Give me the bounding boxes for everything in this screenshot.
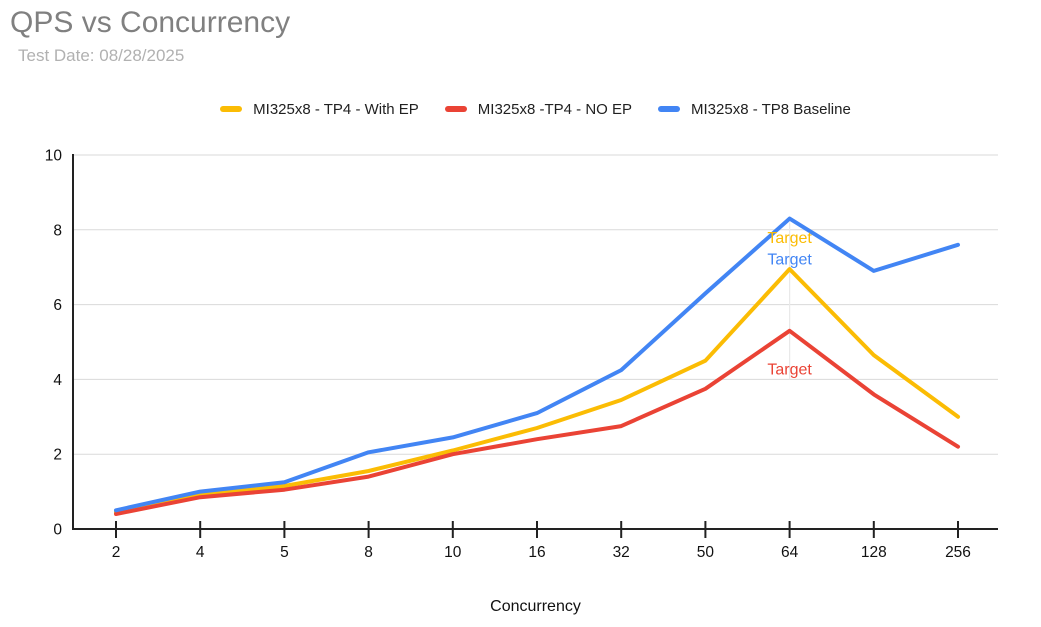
x-axis-title: Concurrency xyxy=(490,598,581,615)
x-tick-label-4: 4 xyxy=(196,544,205,561)
legend-swatch-icon xyxy=(220,106,243,112)
x-tick-label-2: 2 xyxy=(112,544,121,561)
x-tick-label-64: 64 xyxy=(781,544,799,561)
chart-legend: MI325x8 - TP4 - With EP MI325x8 -TP4 - NO… xyxy=(73,98,998,120)
annotation-target-2: Target xyxy=(767,361,812,378)
chart-subtitle: Test Date: 08/28/2025 xyxy=(18,46,185,65)
legend-item-mi325x8-tp8-baseline[interactable]: MI325x8 - TP8 Baseline xyxy=(658,101,851,118)
legend-label: MI325x8 -TP4 - NO EP xyxy=(477,100,632,118)
x-tick-label-256: 256 xyxy=(945,544,971,561)
x-tick-label-16: 16 xyxy=(528,544,545,561)
legend-label: MI325x8 - TP8 Baseline xyxy=(691,100,851,118)
x-tick-label-50: 50 xyxy=(697,544,715,561)
legend-item-mi325x8-tp4-with-ep[interactable]: MI325x8 - TP4 - With EP xyxy=(220,101,419,118)
x-tick-label-32: 32 xyxy=(613,544,630,561)
annotation-target-1: Target xyxy=(767,251,812,268)
y-tick-label-10: 10 xyxy=(45,148,63,165)
annotation-target-0: Target xyxy=(767,230,812,247)
series-line-mi325x8-tp4-with-ep xyxy=(114,267,960,515)
legend-item-mi325x8-tp4-no-ep[interactable]: MI325x8 -TP4 - NO EP xyxy=(444,100,632,118)
x-tick-label-10: 10 xyxy=(444,544,462,561)
y-tick-label-4: 4 xyxy=(53,372,62,389)
y-tick-label-6: 6 xyxy=(53,297,62,314)
x-tick-label-8: 8 xyxy=(364,544,373,561)
chart-title: QPS vs Concurrency xyxy=(10,6,291,39)
x-tick-label-128: 128 xyxy=(861,544,887,561)
legend-swatch-icon xyxy=(658,106,680,112)
y-tick-label-8: 8 xyxy=(53,222,62,239)
x-tick-label-5: 5 xyxy=(280,544,289,561)
legend-swatch-icon xyxy=(444,106,467,112)
legend-label: MI325x8 - TP4 - With EP xyxy=(253,100,419,118)
y-tick-label-0: 0 xyxy=(53,522,62,539)
series-line-mi325x8-tp8-baseline xyxy=(114,216,960,513)
series-line-mi325x8-tp4-no-ep xyxy=(114,328,960,516)
y-tick-label-2: 2 xyxy=(53,447,62,464)
